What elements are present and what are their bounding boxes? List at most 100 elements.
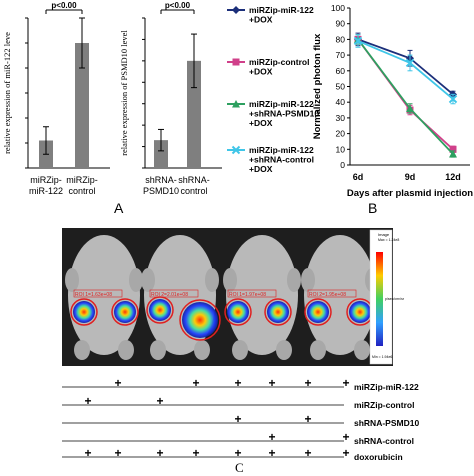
y-tick-label: 90: [336, 19, 346, 29]
category-label: miRZip-: [66, 175, 98, 185]
treatment-table: + + + + + + miRZip-miR-122 + + miRZip-control + + sh…: [62, 376, 419, 462]
line-chart: 0 10 20 30 40 50 60 70 80 90 100 6d 9d 12d Days after …: [312, 3, 473, 199]
treatment-mark: +: [268, 446, 275, 460]
legend-label: +DOX: [249, 118, 273, 128]
bioluminescence-signal: [349, 301, 371, 323]
category-label: miR-122: [29, 186, 63, 196]
bioluminescence-signal: [149, 299, 171, 321]
color-bar-min: Min = 1.94e6: [372, 355, 392, 359]
roi-label-box: [227, 289, 277, 298]
legend-label: +shRNA-control: [249, 155, 314, 165]
legend-label: miRZip-control: [249, 57, 309, 67]
color-bar-max: Max = 1.24e8: [378, 238, 399, 242]
treatment-label: shRNA-control: [354, 436, 414, 446]
mouse-hindlimb: [74, 340, 90, 360]
y-tick-label: 0: [340, 160, 345, 170]
bar: [154, 140, 168, 168]
treatment-label: doxorubicin: [354, 452, 403, 462]
legend-label: +DOX: [249, 164, 273, 174]
treatment-mark: +: [192, 376, 199, 390]
treatment-mark: +: [192, 446, 199, 460]
treatment-mark: +: [304, 412, 311, 426]
y-tick-label: 70: [336, 50, 346, 60]
color-scale: [376, 252, 383, 346]
roi-label-box: [149, 289, 199, 298]
y-tick-label: 30: [336, 113, 346, 123]
x-tick-label: 6d: [353, 172, 364, 182]
bioluminescence-signal: [73, 301, 95, 323]
treatment-label: miRZip-miR-122: [354, 382, 419, 392]
mouse-hindlimb: [310, 340, 326, 360]
x-axis-label: Days after plasmid injection: [347, 188, 473, 199]
bar: [187, 60, 201, 168]
mouse-4: ROI 2=1.95e+08: [301, 235, 379, 360]
bar: [75, 43, 89, 168]
treatment-mark: +: [84, 394, 91, 408]
legend-label: +shRNA-PSMD10: [249, 109, 319, 119]
treatment-mark: +: [156, 446, 163, 460]
legend-marker: [232, 100, 240, 108]
treatment-mark: +: [234, 446, 241, 460]
x-tick-label: 9d: [405, 172, 416, 182]
legend-marker: [232, 6, 240, 14]
y-tick-label: 60: [336, 66, 346, 76]
mouse-forelimb: [205, 268, 219, 292]
roi-circle: [224, 298, 252, 326]
category-label: shRNA-: [145, 175, 177, 185]
mouse-forelimb: [129, 268, 143, 292]
roi-label-box: [307, 289, 357, 298]
treatment-mark: +: [342, 376, 349, 390]
roi-circle: [111, 298, 139, 326]
category-label: control: [68, 186, 95, 196]
treatment-mark: +: [304, 446, 311, 460]
mouse-hindlimb: [194, 340, 210, 360]
data-point: [353, 36, 363, 46]
treatment-mark: +: [114, 446, 121, 460]
treatment-label: miRZip-control: [354, 400, 414, 410]
color-bar-title: Image: [378, 232, 390, 237]
category-label: control: [180, 186, 207, 196]
roi-label: ROI 1=1.97e+08: [229, 292, 266, 298]
roi-label: ROI 1=1.63e+08: [75, 292, 112, 298]
treatment-mark: +: [234, 376, 241, 390]
bar-chart-1: relative expression of miR-122 leve miRZi…: [2, 1, 110, 196]
bioluminescence-signal: [114, 301, 136, 323]
data-point: [405, 58, 415, 68]
mouse-hindlimb: [118, 340, 134, 360]
mouse-forelimb: [287, 268, 301, 292]
treatment-label: shRNA-PSMD10: [354, 418, 419, 428]
category-label: shRNA-: [178, 175, 210, 185]
data-point: [448, 94, 458, 104]
y-axis-label: relative expression of PSMD10 level: [119, 30, 129, 156]
roi-circle: [264, 298, 292, 326]
treatment-mark: +: [84, 446, 91, 460]
y-tick-label: 50: [336, 82, 346, 92]
bioluminescence-signal: [227, 301, 249, 323]
bar-chart-2: relative expression of PSMD10 level shRNA…: [119, 1, 222, 196]
legend-label: miRZip-miR-122: [249, 5, 314, 15]
treatment-mark: +: [234, 412, 241, 426]
legend-label: +DOX: [249, 15, 273, 25]
series-4: [353, 34, 458, 105]
legend-marker: [232, 58, 240, 66]
mouse-forelimb: [141, 268, 155, 292]
p-value-annotation: p<0.00: [51, 1, 77, 10]
roi-label: ROI 2=2.01e+08: [151, 292, 188, 298]
series-line: [357, 40, 454, 100]
treatment-mark: +: [342, 446, 349, 460]
y-tick-label: 40: [336, 97, 346, 107]
y-tick-label: 10: [336, 144, 346, 154]
y-tick-label: 80: [336, 34, 346, 44]
bioluminescence-signal: [307, 301, 329, 323]
roi-circle: [70, 298, 98, 326]
treatment-mark: +: [342, 430, 349, 444]
category-label: miRZip-: [30, 175, 62, 185]
mouse-hindlimb: [354, 340, 370, 360]
mouse-2: ROI 2=2.01e+08: [141, 235, 221, 360]
treatment-mark: +: [156, 394, 163, 408]
mouse-1: ROI 1=1.63e+08: [65, 235, 143, 360]
roi-label-box: [73, 289, 123, 298]
bioluminescence-signal: [182, 302, 218, 338]
